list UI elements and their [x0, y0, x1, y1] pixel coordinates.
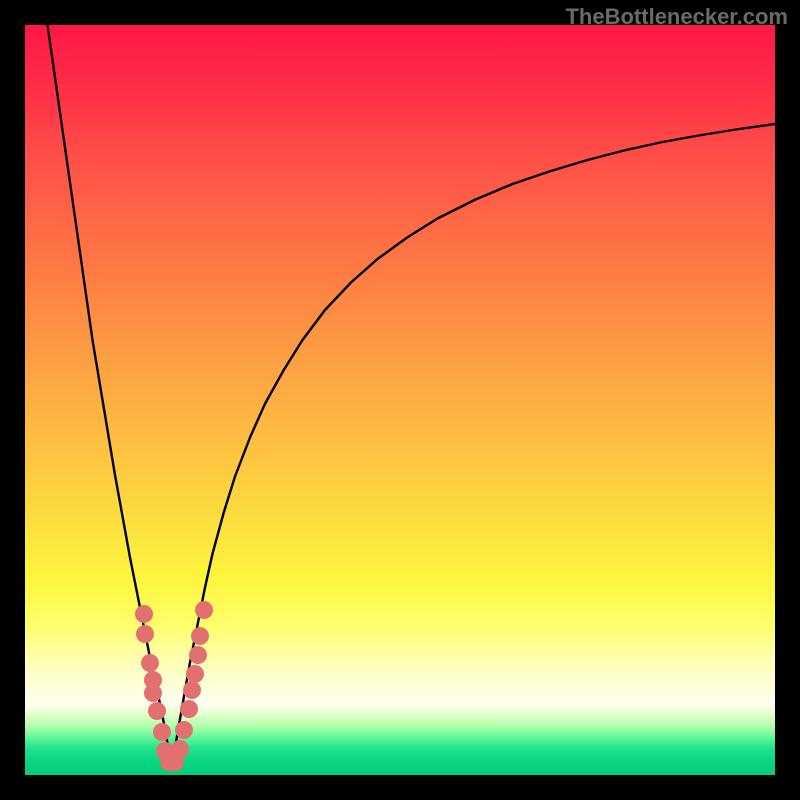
data-marker [191, 627, 209, 645]
markers-layer [25, 25, 775, 775]
data-marker [180, 700, 198, 718]
data-marker [195, 601, 213, 619]
data-marker [153, 723, 171, 741]
plot-area [25, 25, 775, 775]
data-marker [148, 702, 166, 720]
data-marker [186, 665, 204, 683]
data-marker [171, 740, 189, 758]
data-marker [135, 605, 153, 623]
data-marker [183, 681, 201, 699]
data-marker [175, 721, 193, 739]
data-marker [141, 654, 159, 672]
canvas: TheBottlenecker.com [0, 0, 800, 800]
data-marker [136, 625, 154, 643]
data-marker [144, 684, 162, 702]
data-marker [189, 646, 207, 664]
